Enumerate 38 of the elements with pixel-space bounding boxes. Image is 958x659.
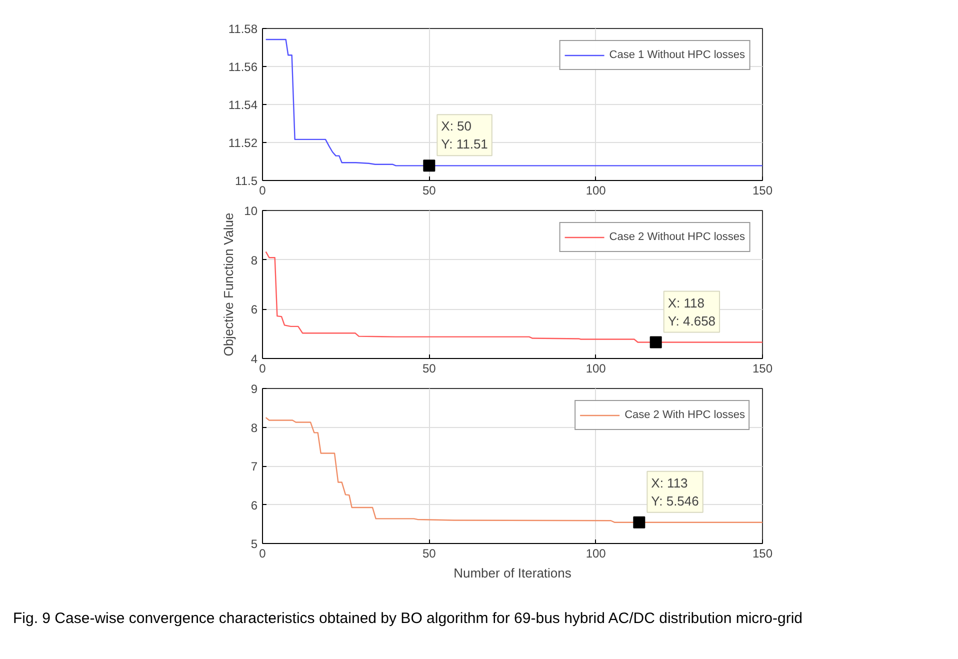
y-tick-label: 11.56 (228, 60, 258, 74)
annotation: X: 118 Y: 4.658 (668, 295, 716, 328)
legend-label: Case 1 Without HPC losses (609, 49, 745, 61)
line-series (265, 416, 762, 523)
x-tick-label: 0 (259, 546, 266, 560)
y-tick-label: 11.58 (228, 22, 258, 36)
x-tick-label: 150 (752, 546, 773, 560)
y-tick-label: 10 (244, 204, 258, 218)
y-tick-label: 5 (250, 537, 258, 551)
x-tick-label: 50 (422, 184, 436, 198)
y-tick-label: 11.52 (228, 136, 258, 150)
y-tick-label: 8 (250, 253, 258, 268)
annotation: X: 113 Y: 5.546 (651, 475, 699, 508)
x-tick-label: 0 (259, 184, 266, 198)
legend-label: Case 2 Without HPC losses (609, 231, 745, 243)
x-tick-label: 100 (586, 184, 606, 198)
legend-label: Case 2 With HPC losses (624, 409, 745, 421)
y-tick-label: 6 (250, 302, 258, 317)
x-tick-label: 100 (586, 362, 606, 376)
y-tick-label: 11.5 (235, 174, 258, 188)
y-tick-label: 8 (250, 420, 258, 435)
x-tick-label: 150 (752, 362, 773, 376)
x-tick-label: 0 (259, 362, 266, 376)
x-tick-label: 50 (422, 362, 436, 376)
x-tick-label: 150 (752, 184, 773, 198)
x-tick-label: 100 (586, 546, 606, 560)
x-tick-label: 50 (422, 546, 436, 560)
y-tick-label: 6 (250, 498, 258, 512)
caption: Fig. 9 Case-wise convergence characteristics obtained by BO algorithm for 69-bus hybrid AC/DC distribution micro-grid (13, 609, 802, 629)
line-series (265, 38, 762, 166)
y-tick-label: 11.54 (228, 98, 258, 112)
y-tick-label: 4 (250, 352, 258, 366)
x-axis-title: Number of Iterations (454, 566, 572, 580)
annotation: X: 50 Y: 11.51 (441, 118, 488, 152)
y-tick-label: 7 (250, 460, 258, 474)
y-tick-label: 9 (250, 382, 258, 396)
y-axis-title: Objective Function Value (221, 212, 236, 356)
line-series (265, 251, 762, 343)
